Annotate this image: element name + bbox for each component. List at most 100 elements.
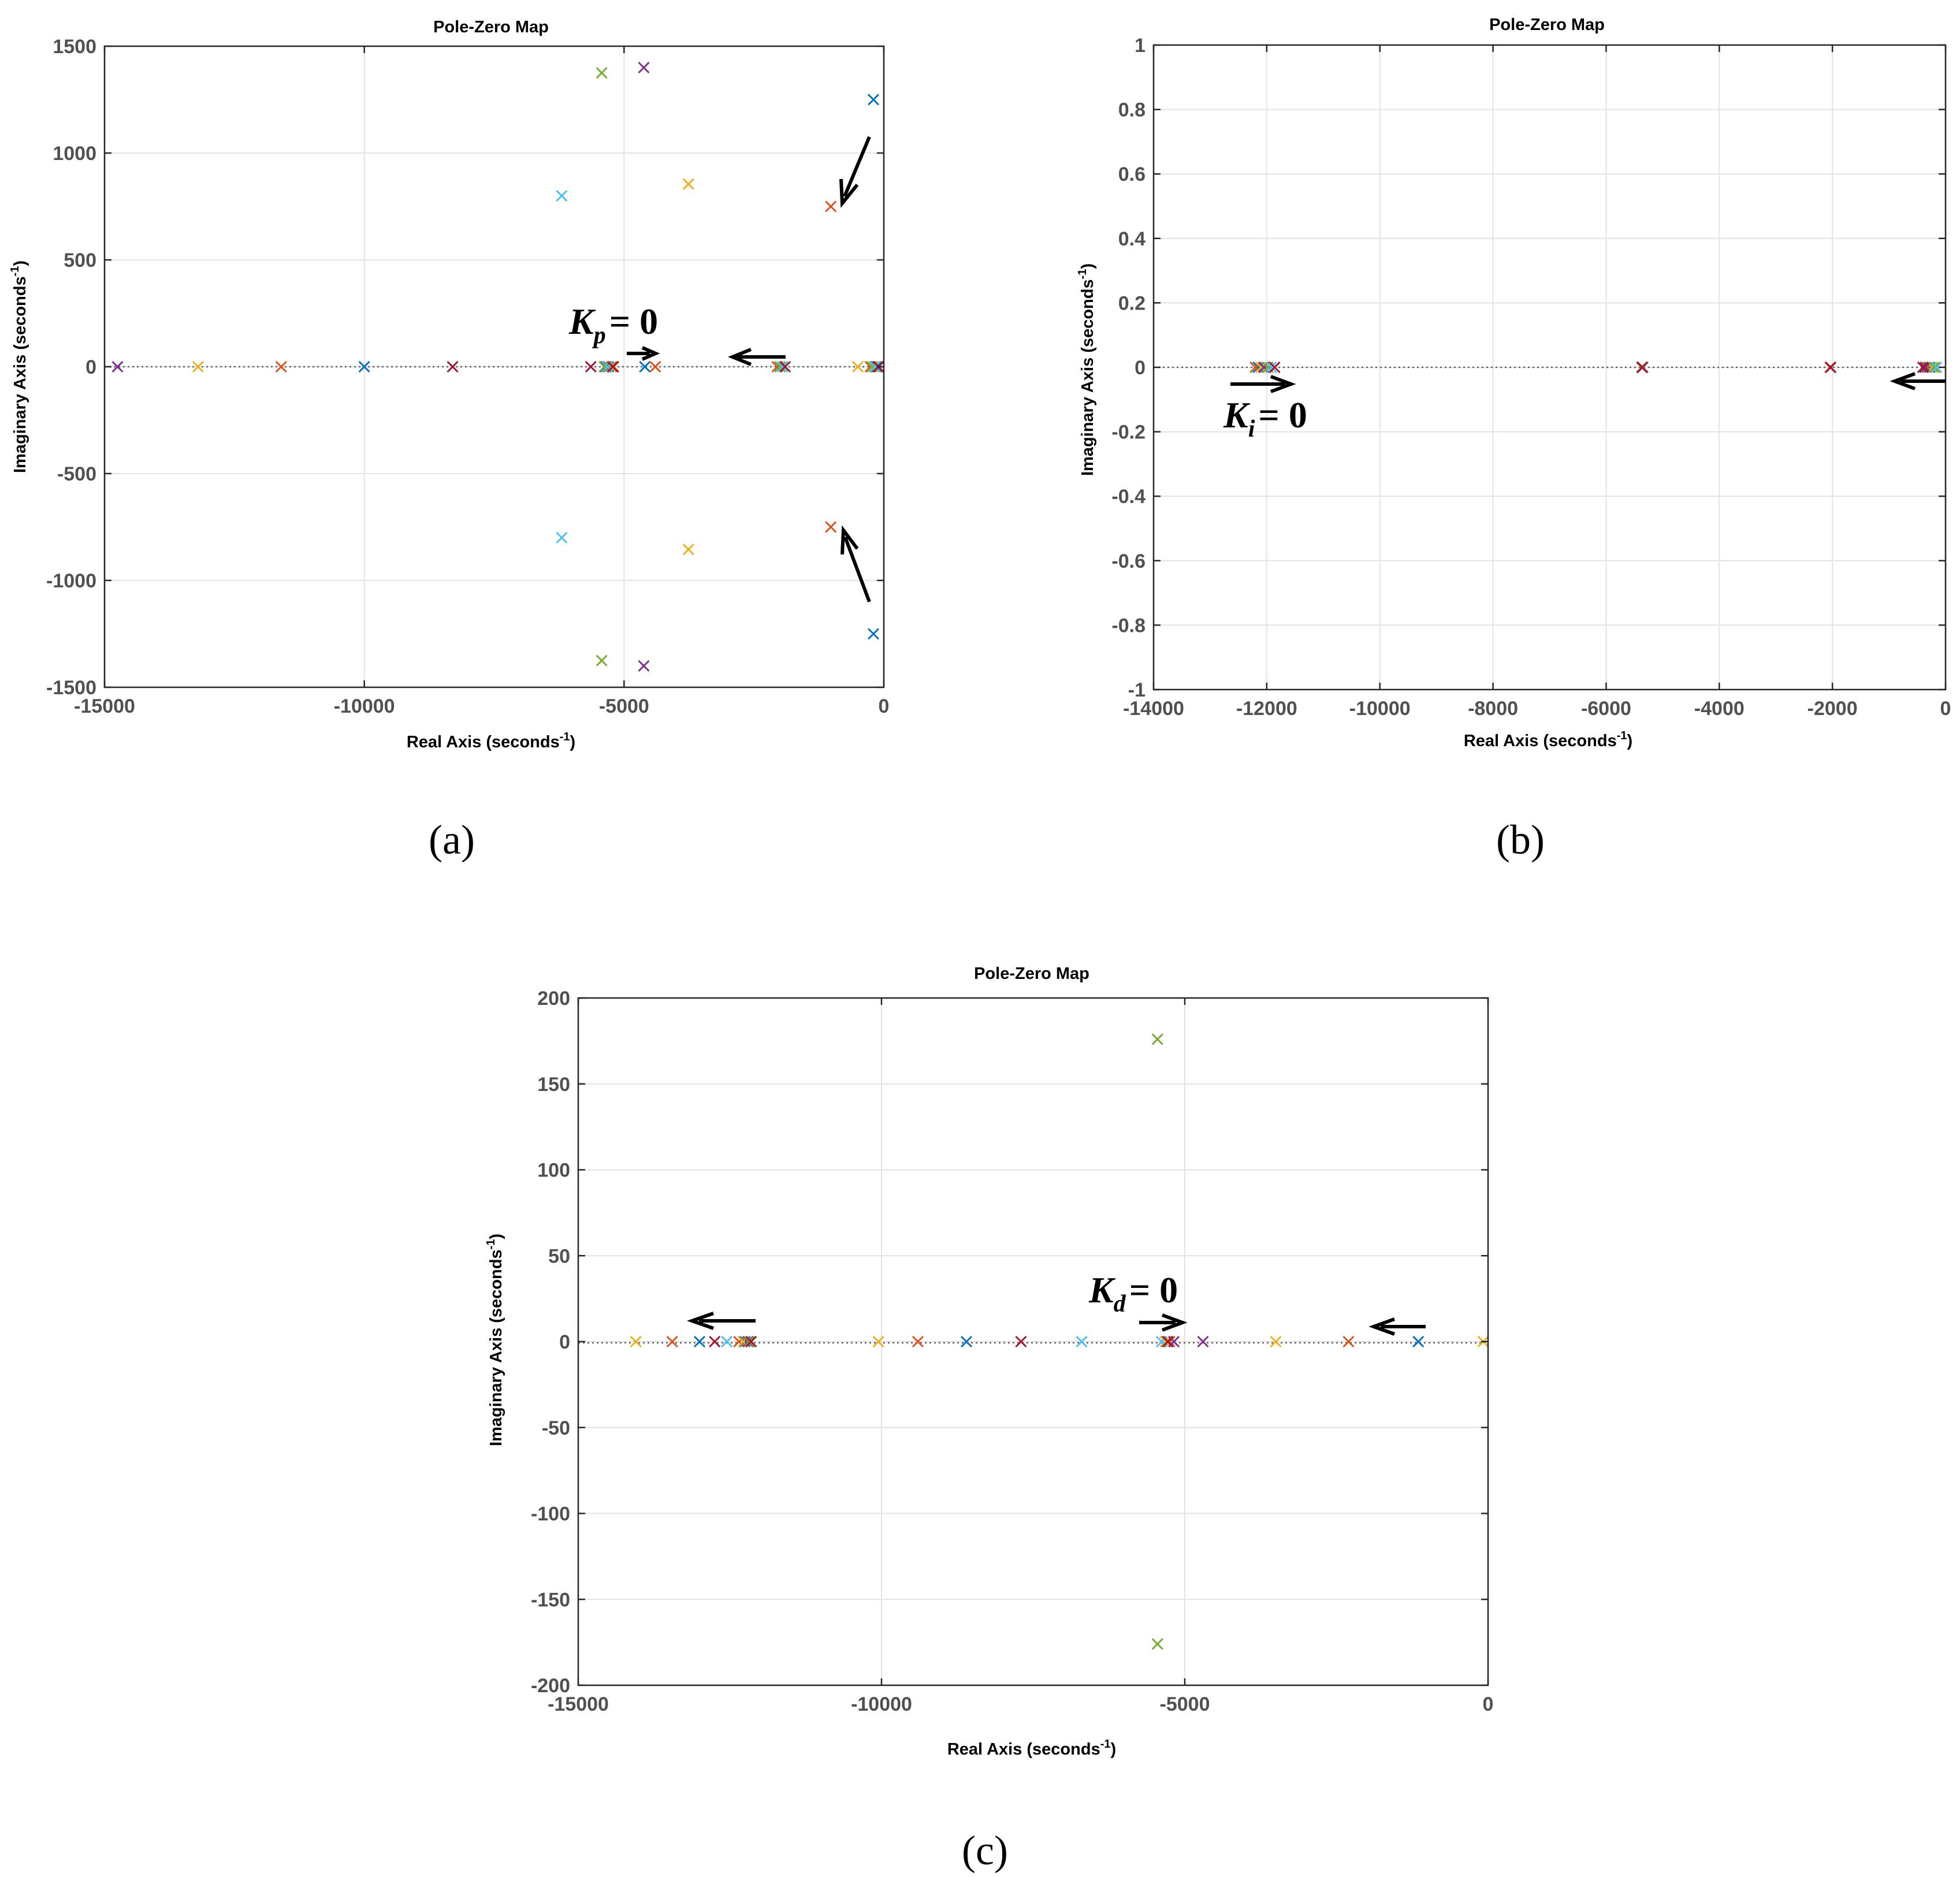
pole-marker-s3 (192, 360, 204, 373)
x-tick-label: -15000 (548, 1693, 609, 1715)
panel-caption: (c) (962, 1827, 1008, 1874)
pole-marker-s5 (596, 654, 608, 666)
x-tick-label: -15000 (74, 695, 135, 717)
pole-marker-s4 (1197, 1335, 1209, 1348)
tick-labels: -15000 -10000 -5000 0-1500-1000-50005001000… (46, 36, 889, 717)
x-tick-label: 0 (1940, 698, 1951, 720)
pole-marker-s5 (743, 1335, 756, 1348)
y-tick-label: 100 (537, 1160, 570, 1182)
pole-marker-s7 (1015, 1335, 1027, 1348)
pole-marker-s7 (745, 1335, 757, 1348)
pole-marker-s3 (851, 360, 864, 373)
x-tick-label: 0 (879, 695, 890, 717)
x-tick-label: -2000 (1807, 698, 1858, 720)
pole-marker-s7 (1917, 361, 1929, 374)
pole-marker-s2 (649, 360, 661, 373)
y-tick-label: 0 (559, 1331, 570, 1353)
panel-a: Pole-Zero Map -15000 -10000 -5000 0-1500-10… (9, 18, 889, 863)
pole-marker-s3 (630, 1335, 642, 1348)
pole-markers (111, 61, 885, 672)
plot-title: Pole-Zero Map (433, 18, 549, 36)
pole-marker-s3 (1159, 1335, 1171, 1348)
pole-marker-s2 (825, 200, 837, 213)
x-tick-label: -10000 (851, 1693, 912, 1715)
x-tick-label: -10000 (334, 695, 395, 717)
pole-marker-s7 (1162, 1335, 1174, 1348)
pole-marker-s7 (447, 360, 459, 373)
arrow-upper-branch (839, 136, 871, 208)
pole-marker-s5 (1928, 361, 1940, 374)
pole-marker-s5 (598, 360, 611, 373)
pole-marker-s4 (638, 660, 650, 672)
pole-marker-s1 (358, 360, 370, 373)
y-tick-label: -200 (531, 1675, 570, 1697)
y-tick-label: 0.6 (1118, 163, 1145, 185)
arrow-left-real (728, 348, 786, 366)
pole-marker-s6 (1265, 361, 1277, 374)
pole-marker-s7 (1269, 361, 1281, 374)
arrow-left-far (686, 1312, 756, 1330)
pole-marker-s6 (721, 1335, 733, 1348)
pole-marker-s7 (585, 360, 597, 373)
pole-marker-s1 (693, 1335, 706, 1348)
pole-markers (1249, 361, 1943, 374)
x-tick-label: 0 (1483, 1693, 1494, 1715)
x-tick-label: -5000 (599, 695, 649, 717)
pole-marker-s1 (639, 360, 651, 373)
x-tick-label: -4000 (1694, 698, 1745, 720)
panel-b: Pole-Zero Map -14000 -12000 -10000 -8000 -60… (1076, 16, 1951, 863)
x-axis-label: Real Axis (seconds-1) (1464, 729, 1632, 750)
pole-marker-s6 (556, 189, 568, 202)
pole-marker-s5 (1151, 1638, 1163, 1650)
y-tick-label: -0.4 (1111, 486, 1145, 508)
pole-marker-s1 (960, 1335, 973, 1348)
pole-marker-s1 (1412, 1335, 1425, 1348)
pole-marker-s2 (733, 1335, 745, 1348)
x-tick-label: -14000 (1123, 698, 1184, 720)
pole-marker-s2 (666, 1335, 678, 1348)
gain-label-kp: Kp= 0 (568, 301, 658, 349)
arrow-right-ki (1230, 375, 1296, 393)
y-tick-label: -50 (542, 1417, 570, 1439)
arrow-lower-branch (840, 525, 871, 603)
y-tick-label: -150 (531, 1589, 570, 1611)
tick-labels: -14000 -12000 -10000 -8000 -6000 -4000 -2000 0 -… (1111, 35, 1951, 720)
panel-caption: (a) (429, 817, 475, 863)
x-tick-label: -12000 (1236, 698, 1297, 720)
pole-marker-s2 (275, 360, 287, 373)
pole-marker-s2 (1342, 1335, 1355, 1348)
arrow-left-ki (1890, 372, 1946, 390)
y-tick-label: -0.8 (1111, 615, 1145, 636)
panel-c: Pole-Zero Map -15000 -10000 -5000 0 -200 -150… (485, 964, 1493, 1874)
pole-marker-s6 (1076, 1335, 1088, 1348)
pole-marker-s7 (779, 360, 791, 373)
y-tick-label: 500 (64, 249, 96, 271)
plot-title: Pole-Zero Map (1489, 16, 1605, 34)
tick-labels: -15000 -10000 -5000 0 -200 -150 -100 -50 0 50 100 1… (531, 988, 1494, 1715)
y-axis-label: Imaginary Axis (seconds-1) (9, 260, 29, 473)
plot-title: Pole-Zero Map (974, 964, 1089, 983)
y-tick-label: 0 (85, 356, 96, 378)
pole-marker-s4 (1919, 361, 1931, 374)
pole-marker-s7 (1636, 361, 1648, 374)
y-tick-label: 1500 (53, 36, 96, 58)
x-tick-label: -5000 (1160, 1693, 1210, 1715)
pole-marker-s2 (912, 1335, 924, 1348)
pole-marker-s3 (682, 178, 694, 190)
x-axis-label: Real Axis (seconds-1) (407, 731, 575, 751)
y-tick-label: -1500 (46, 677, 96, 699)
pole-marker-s7 (607, 360, 619, 373)
pole-marker-s1 (867, 628, 880, 640)
pole-marker-s2 (1249, 361, 1262, 374)
arrow-right-kd (1139, 1313, 1188, 1332)
y-tick-label: 0.8 (1118, 99, 1145, 121)
gain-label-ki: Ki= 0 (1223, 394, 1307, 442)
pole-marker-s7 (709, 1335, 721, 1348)
arrow-left-near (1368, 1317, 1426, 1336)
pole-marker-s4 (111, 360, 124, 373)
pole-marker-s5 (774, 360, 786, 373)
pole-marker-s7 (1825, 361, 1837, 374)
x-axis-label: Real Axis (seconds-1) (947, 1738, 1116, 1759)
pole-marker-s1 (1252, 361, 1264, 374)
pole-markers (630, 1033, 1489, 1650)
